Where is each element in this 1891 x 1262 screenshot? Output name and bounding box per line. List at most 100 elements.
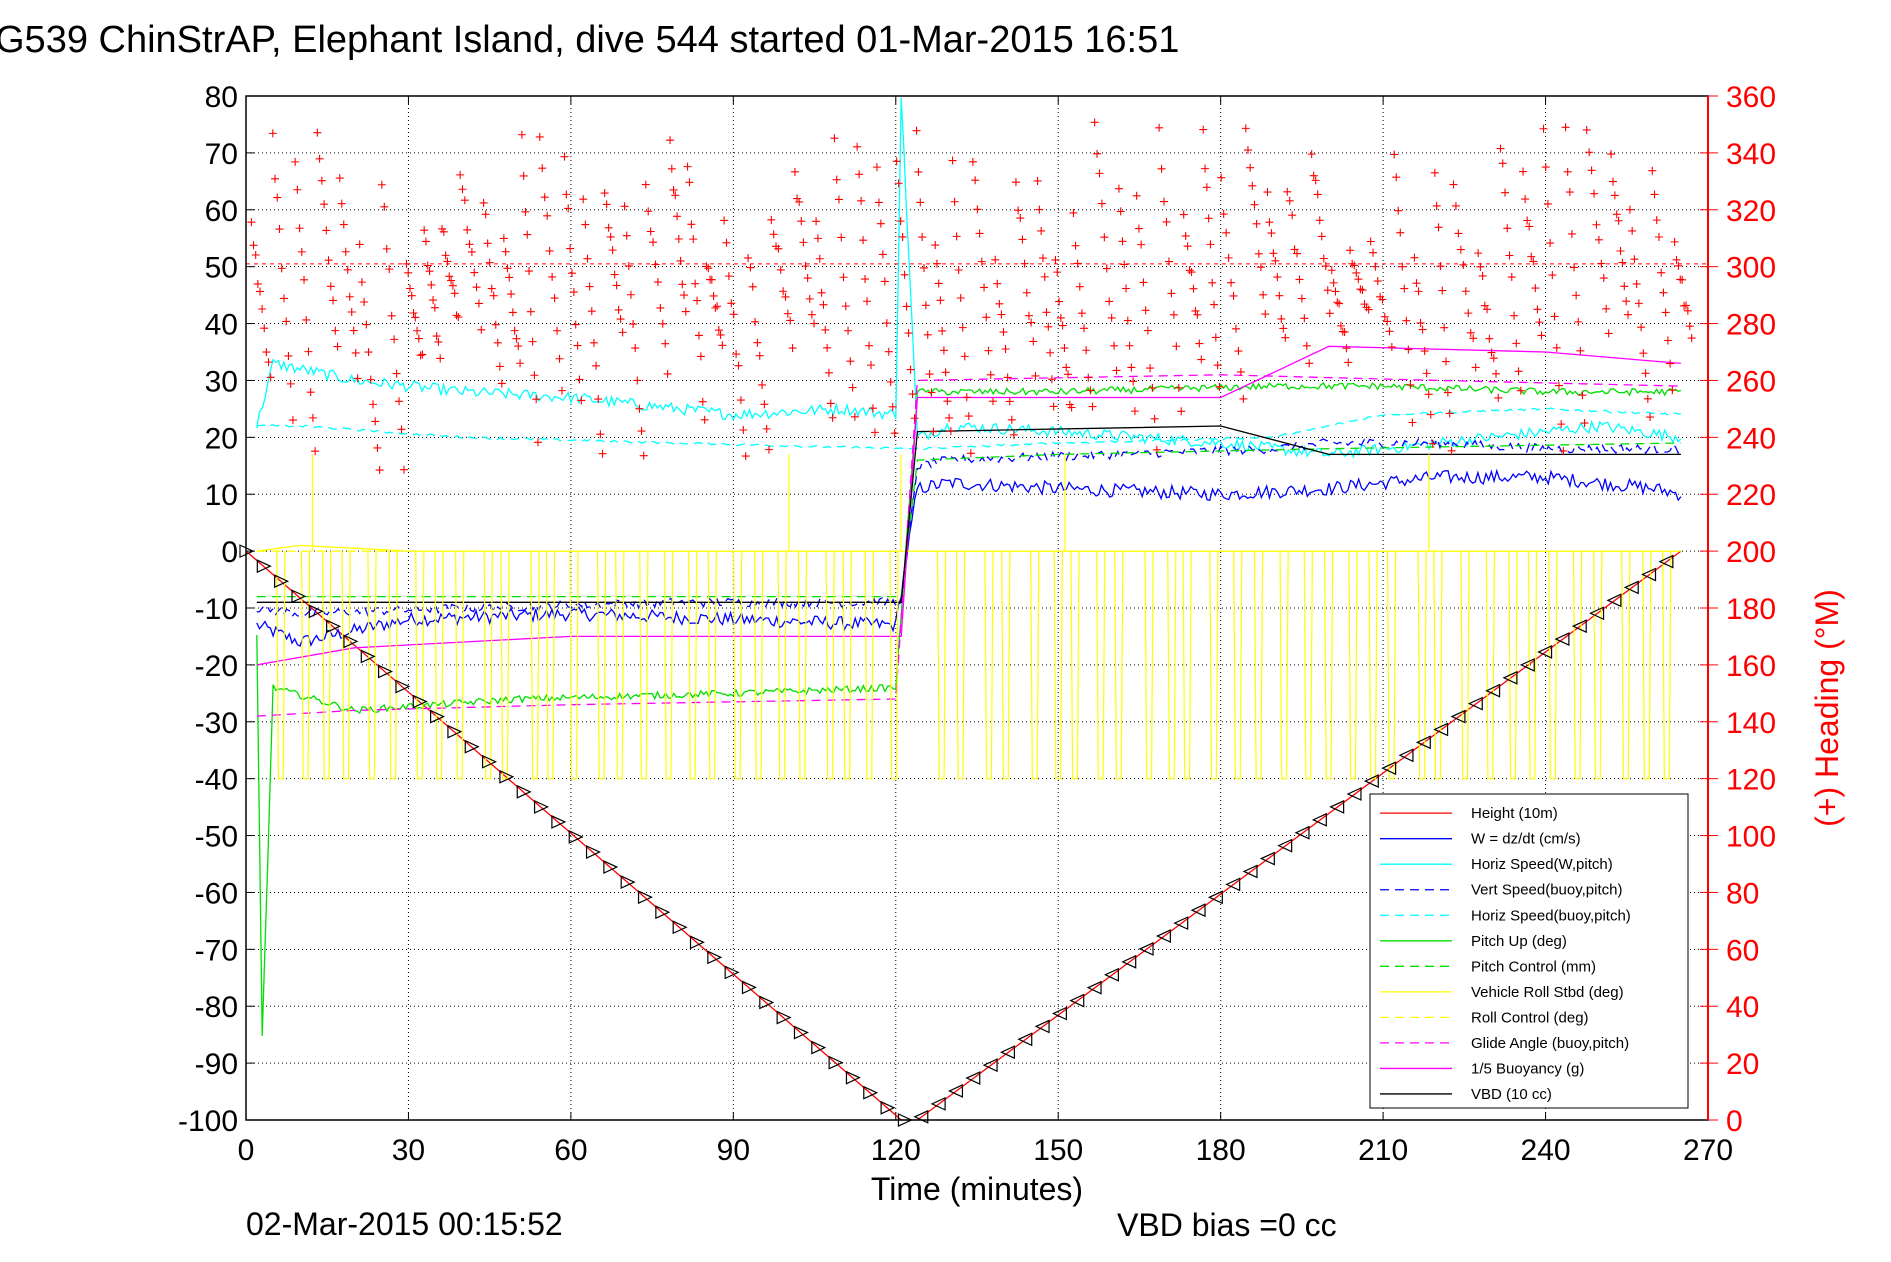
heading-marker: [1678, 275, 1687, 284]
heading-marker: [1001, 345, 1010, 354]
heading-marker: [505, 273, 514, 282]
heading-marker: [868, 404, 877, 413]
heading-marker: [823, 343, 832, 352]
roll-spike: [1233, 551, 1243, 780]
heading-marker: [545, 246, 554, 255]
heading-marker: [308, 413, 317, 422]
heading-marker: [751, 317, 760, 326]
heading-marker: [819, 300, 828, 309]
series-line: [256, 382, 1682, 1036]
heading-marker: [306, 388, 315, 397]
heading-marker: [876, 219, 885, 228]
roll-spike: [1485, 551, 1496, 780]
heading-marker: [347, 308, 356, 317]
heading-marker: [1681, 301, 1690, 310]
depth-marker: [395, 679, 411, 694]
heading-marker: [807, 310, 816, 319]
heading-marker: [357, 278, 366, 287]
legend-box: [1369, 793, 1689, 1109]
heading-marker: [251, 251, 260, 259]
heading-marker: [841, 302, 850, 311]
heading-marker: [1485, 334, 1494, 343]
depth-marker: [551, 814, 567, 829]
heading-marker: [1459, 260, 1468, 269]
heading-marker: [339, 220, 348, 229]
heading-marker: [975, 229, 984, 238]
heading-marker: [704, 264, 713, 273]
heading-marker: [1525, 222, 1534, 231]
heading-marker: [297, 247, 306, 256]
heading-marker: [1666, 359, 1675, 368]
legend-label: Roll Control (deg): [1471, 1009, 1589, 1026]
heading-marker: [405, 284, 414, 293]
heading-marker: [1592, 220, 1601, 229]
heading-marker: [769, 230, 778, 239]
heading-marker: [1193, 310, 1202, 319]
heading-marker: [1572, 291, 1581, 300]
heading-marker: [315, 154, 324, 163]
heading-marker: [1227, 278, 1236, 287]
heading-marker: [349, 326, 358, 335]
roll-spike: [1323, 551, 1334, 780]
heading-marker: [602, 200, 611, 209]
y-tick-label: -10: [195, 593, 238, 626]
heading-marker: [626, 290, 635, 299]
heading-marker: [1426, 410, 1435, 419]
heading-marker: [1080, 324, 1089, 333]
heading-marker: [1229, 291, 1238, 300]
heading-marker: [844, 326, 853, 335]
heading-marker: [1360, 300, 1369, 309]
x-tick-label: 120: [871, 1134, 921, 1167]
heading-marker: [360, 298, 369, 307]
heading-marker: [1150, 414, 1159, 423]
heading-marker: [1646, 413, 1655, 422]
heading-marker: [266, 373, 275, 382]
heading-marker: [1674, 261, 1683, 270]
heading-marker: [1254, 249, 1263, 258]
right-y-tick-label: 240: [1726, 422, 1776, 455]
heading-marker: [1447, 446, 1456, 455]
roll-spike: [321, 551, 332, 780]
heading-marker: [1398, 262, 1407, 271]
heading-marker: [304, 347, 313, 356]
heading-marker: [277, 264, 286, 273]
heading-marker: [824, 368, 833, 377]
heading-marker: [368, 400, 377, 409]
heading-marker: [528, 337, 537, 346]
heading-marker: [1616, 247, 1625, 256]
heading-marker: [927, 388, 936, 397]
heading-marker: [604, 223, 613, 232]
heading-marker: [441, 251, 450, 260]
heading-marker: [345, 292, 354, 301]
depth-marker: [1259, 851, 1275, 866]
heading-marker: [685, 178, 694, 187]
heading-marker: [1385, 327, 1394, 336]
depth-marker: [360, 649, 376, 664]
heading-marker: [447, 276, 456, 285]
heading-marker: [487, 284, 496, 293]
heading-marker: [538, 164, 547, 173]
heading-marker: [1369, 248, 1378, 257]
depth-marker: [1173, 916, 1189, 931]
heading-marker: [1020, 259, 1029, 268]
heading-marker: [1550, 312, 1559, 321]
depth-marker: [930, 1096, 946, 1111]
heading-marker: [255, 287, 264, 296]
heading-marker: [1599, 274, 1608, 283]
heading-marker: [980, 283, 989, 292]
heading-marker: [1297, 294, 1306, 303]
right-y-tick-label: 180: [1726, 593, 1776, 626]
depth-marker: [568, 830, 584, 844]
heading-marker: [1293, 249, 1302, 258]
right-y-tick-label: 160: [1726, 650, 1776, 683]
heading-marker: [600, 189, 609, 198]
heading-marker: [817, 288, 826, 297]
roll-spike: [455, 551, 465, 780]
y-tick-label: -90: [195, 1048, 238, 1081]
heading-marker: [1281, 333, 1290, 342]
heading-marker: [1594, 235, 1603, 244]
heading-marker: [1309, 171, 1318, 180]
depth-marker: [291, 589, 307, 604]
legend: Height (10m) W = dz/dt (cm/s) Horiz Speed(…: [1369, 793, 1689, 1109]
heading-marker: [1622, 297, 1631, 306]
